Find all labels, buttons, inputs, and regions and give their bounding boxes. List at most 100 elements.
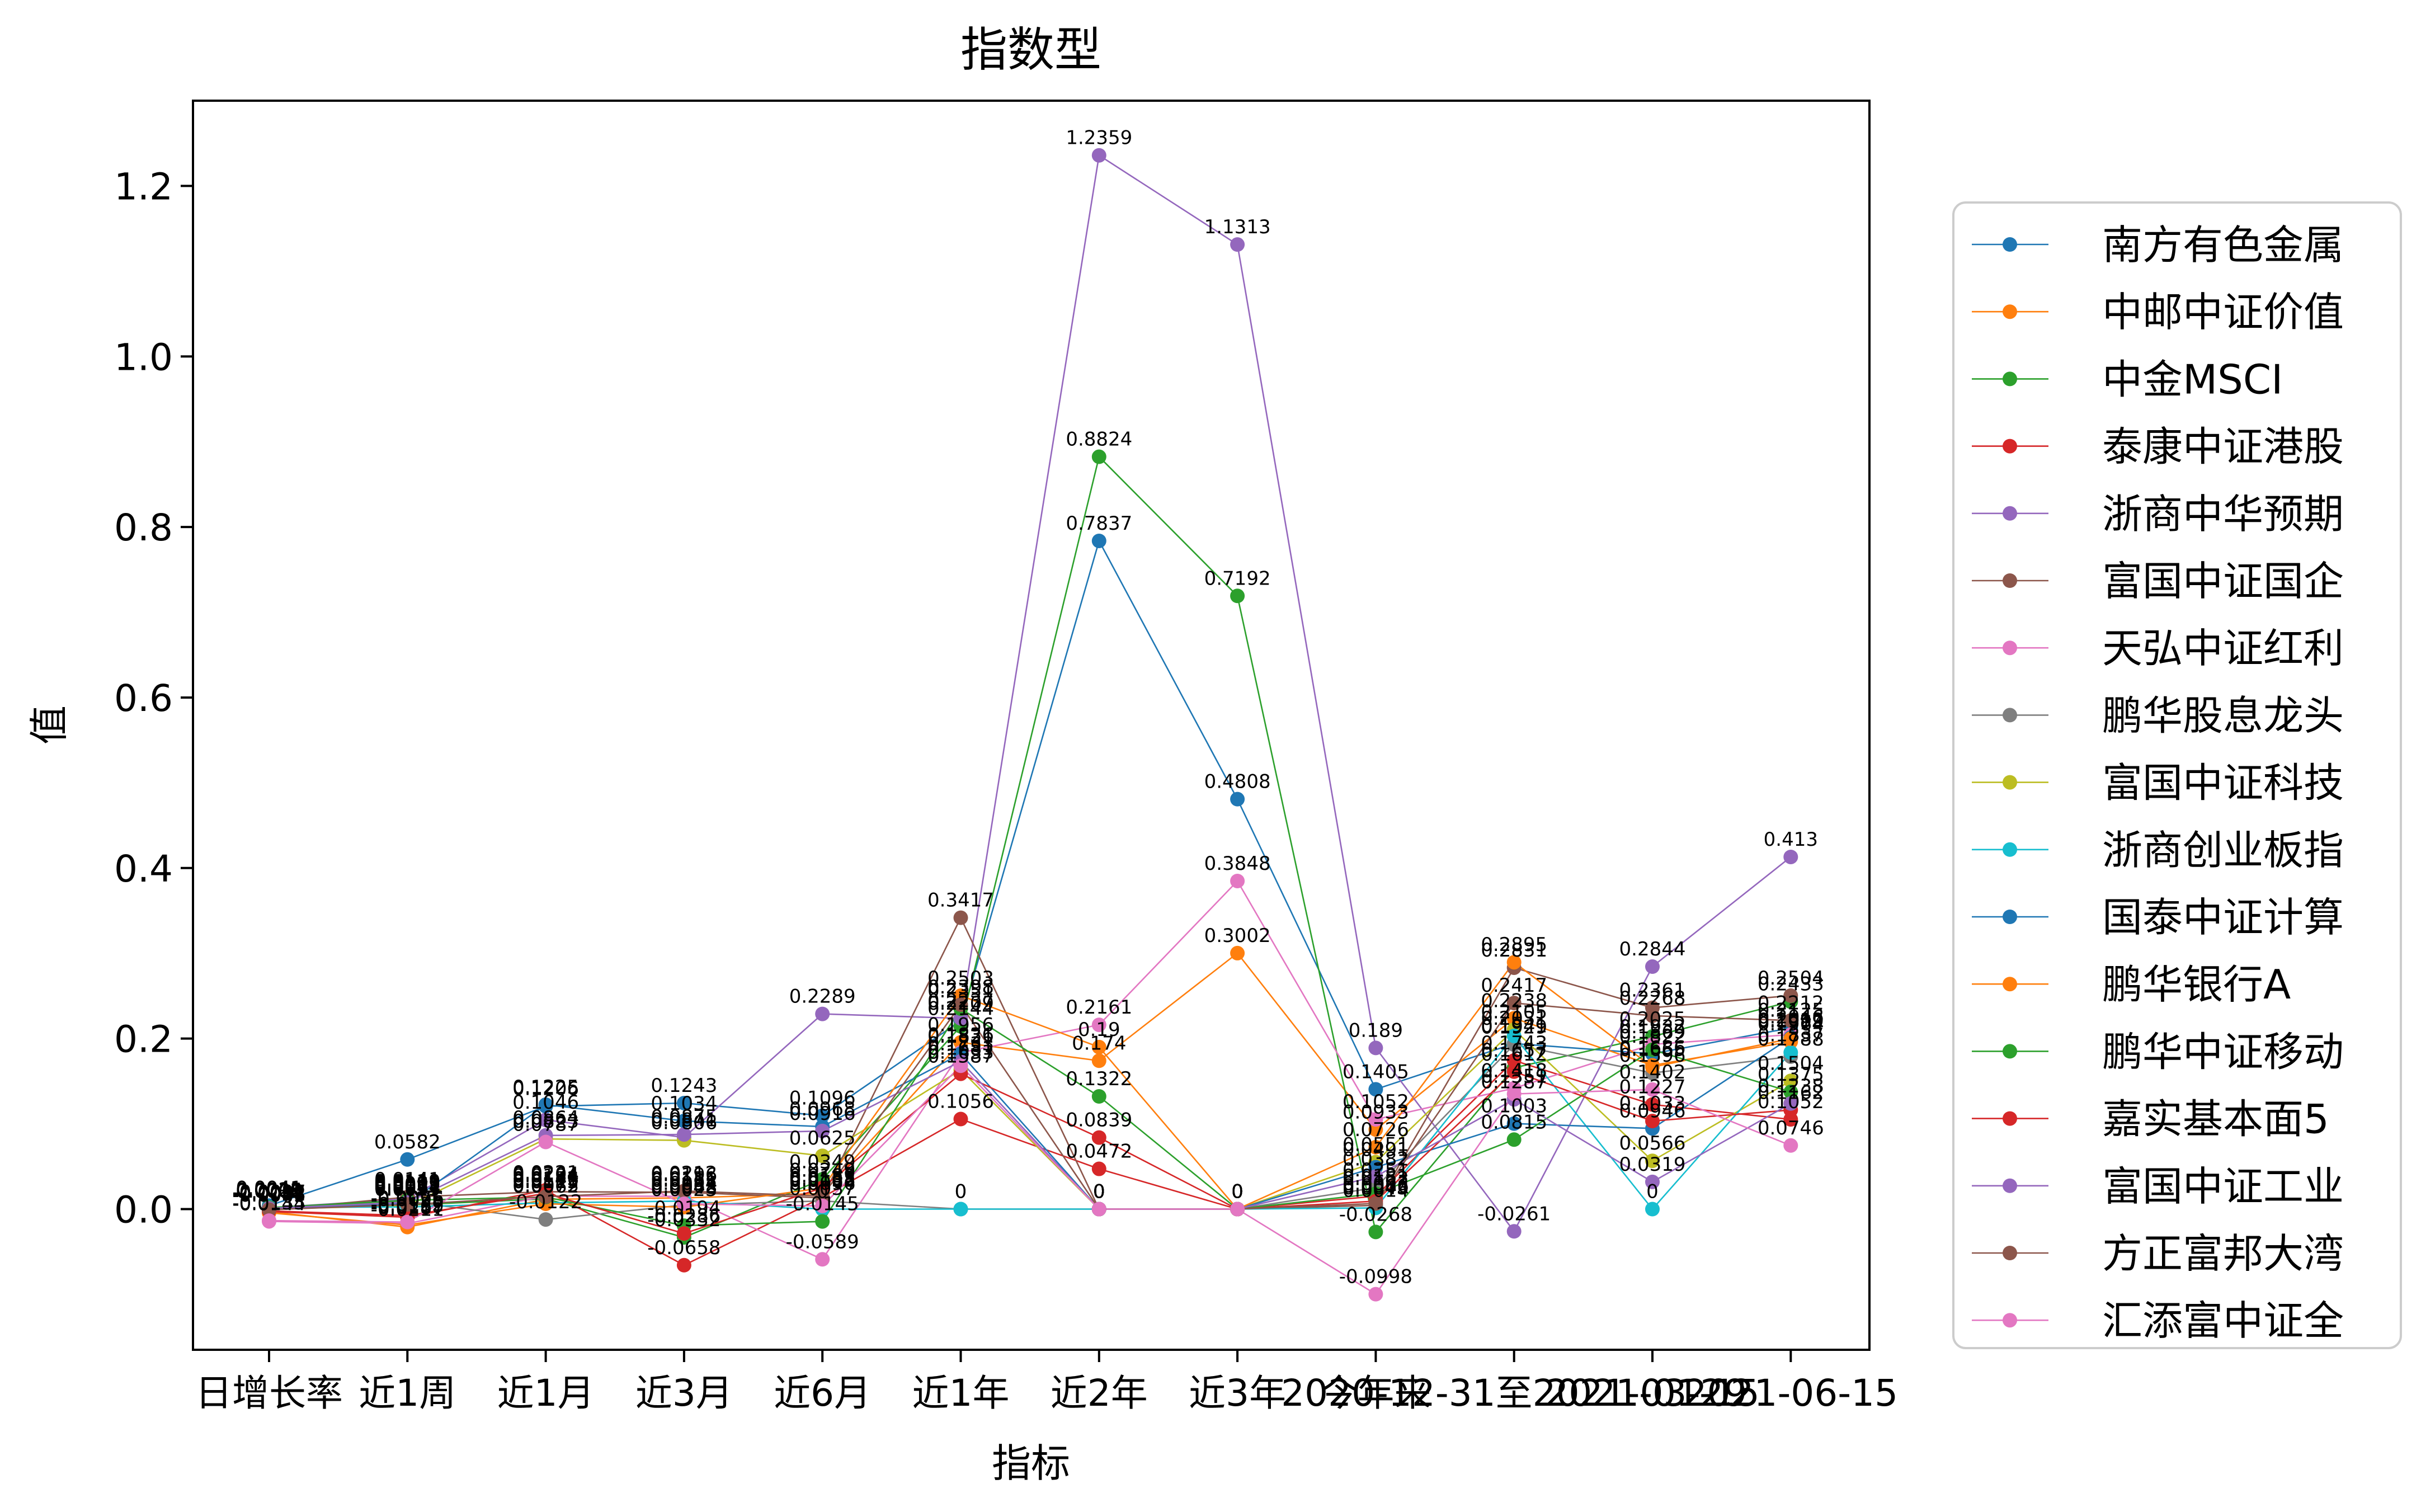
data-point [1783, 1073, 1798, 1089]
data-label: 0.2025 [1619, 1008, 1686, 1030]
data-label: 0 [1646, 1181, 1659, 1203]
data-label: 0.0132 [789, 1169, 856, 1191]
data-point [1506, 1116, 1522, 1131]
y-tick-label: 1.0 [114, 336, 173, 379]
data-label: 0.1402 [1619, 1061, 1686, 1084]
data-label: 0.0196 [651, 1164, 717, 1186]
data-label: 0.0062 [512, 1175, 579, 1198]
data-label: 0.2012 [1758, 1009, 1824, 1031]
data-label: 0.1665 [1619, 1039, 1686, 1061]
data-point [815, 1123, 830, 1138]
series-line [269, 879, 1791, 1260]
data-point [815, 1108, 830, 1123]
data-point [1368, 1169, 1383, 1184]
data-label: 0.0094 [651, 1172, 717, 1195]
data-label: 0.0153 [789, 1167, 856, 1190]
legend-swatch-marker [2003, 371, 2017, 387]
series-markers [262, 148, 1798, 1302]
x-tick-label: 近3年 [1189, 1372, 1286, 1415]
data-label: -0.0286 [647, 1205, 720, 1227]
data-label: -0.0998 [1339, 1266, 1412, 1288]
data-label: 0.1418 [1481, 1059, 1547, 1082]
data-label: 0.2361 [1619, 979, 1686, 1002]
data-label: 0 [1231, 1181, 1244, 1203]
data-label: 0.0841 [651, 1109, 717, 1131]
data-label: 0.0073 [512, 1174, 579, 1197]
data-label: 0.0079 [374, 1174, 441, 1196]
data-label: 0.1056 [927, 1091, 994, 1113]
data-point [1368, 1224, 1383, 1240]
data-label: 1.2359 [1066, 127, 1132, 149]
data-label: -0.0122 [509, 1191, 582, 1213]
data-point [676, 1257, 691, 1273]
data-label: -0.0144 [232, 1193, 305, 1215]
data-label: 0.1837 [1758, 1024, 1824, 1047]
x-tick-label: 近1月 [497, 1372, 595, 1415]
series-line [269, 539, 1791, 1207]
data-label: 0.0103 [374, 1172, 441, 1194]
x-axis: 日增长率 近1周 近1月 近3月 近6月 近1年 近2年 近3年 今年来2020-12-31至2… [195, 1350, 1898, 1415]
data-point [1368, 1122, 1383, 1137]
data-label: 0.2238 [1481, 990, 1547, 1012]
data-point [1645, 1174, 1660, 1189]
data-label: 0.2209 [927, 992, 994, 1015]
data-point [1645, 1114, 1660, 1129]
data-label: 0.0009 [236, 1180, 303, 1202]
data-label: 0.0152 [512, 1167, 579, 1190]
legend-label: 中邮中证价值 [2102, 289, 2344, 336]
data-label: 0 [1093, 1181, 1105, 1203]
data-point [1230, 873, 1245, 888]
data-point [1783, 1138, 1798, 1153]
data-point [1091, 1161, 1106, 1176]
legend-swatch-marker [2003, 439, 2017, 454]
data-label: 0.0806 [651, 1112, 717, 1134]
data-label: 0.0141 [374, 1169, 441, 1191]
data-point [1230, 792, 1245, 807]
data-point [1091, 1089, 1106, 1104]
x-tick-label: 2020-12-31至2021-03-29 [1281, 1372, 1747, 1415]
data-label: 0 [1093, 1181, 1105, 1203]
data-label: 0.0491 [1343, 1139, 1409, 1161]
data-label: 0.1225 [512, 1076, 579, 1099]
data-point [400, 1152, 415, 1167]
data-label: 0.2144 [927, 998, 994, 1020]
data-label: 0.0221 [512, 1162, 579, 1184]
data-point [1230, 237, 1245, 252]
x-tick-label: 近1年 [912, 1372, 1010, 1415]
data-point [262, 1202, 276, 1217]
x-tick-label: 2021-06-15 [1684, 1372, 1899, 1415]
data-label: 0.8824 [1066, 428, 1132, 451]
data-point [815, 1198, 830, 1213]
data-label: 0.2351 [927, 980, 994, 1002]
data-point [262, 1213, 276, 1228]
data-label: 0.1657 [1481, 1039, 1547, 1062]
data-label: 0.0115 [512, 1171, 579, 1193]
x-tick-label: 近3月 [635, 1372, 733, 1415]
data-label: 0 [816, 1181, 828, 1203]
legend-label: 嘉实基本面5 [2102, 1096, 2329, 1143]
data-point [1783, 1084, 1798, 1099]
y-axis-label: 值 [26, 705, 72, 745]
legend-label: 鹏华中证移动 [2102, 1028, 2344, 1075]
data-label: 0.1052 [1758, 1091, 1824, 1113]
data-label: 0 [1231, 1181, 1244, 1203]
data-point [815, 1148, 830, 1164]
data-label: -0.0021 [232, 1183, 305, 1205]
data-label: 0 [1231, 1181, 1244, 1203]
data-label: 0.0181 [1343, 1165, 1409, 1188]
data-label: 0.2504 [1758, 967, 1824, 990]
data-point [1230, 588, 1245, 604]
data-label: 0.0864 [512, 1107, 579, 1129]
series-lines [269, 154, 1792, 1296]
data-point [1506, 1064, 1522, 1079]
data-label: 0.1162 [1758, 1081, 1824, 1104]
data-label: 0.0012 [236, 1180, 303, 1202]
data-label: 0.2031 [1481, 1007, 1547, 1030]
data-label: 0.0916 [789, 1103, 856, 1125]
legend-label: 南方有色金属 [2102, 222, 2344, 269]
data-label: 0.0815 [1481, 1111, 1547, 1133]
data-label: 0 [1093, 1181, 1105, 1203]
data-label: 0.1096 [789, 1087, 856, 1109]
data-label: 0.0131 [651, 1170, 717, 1192]
